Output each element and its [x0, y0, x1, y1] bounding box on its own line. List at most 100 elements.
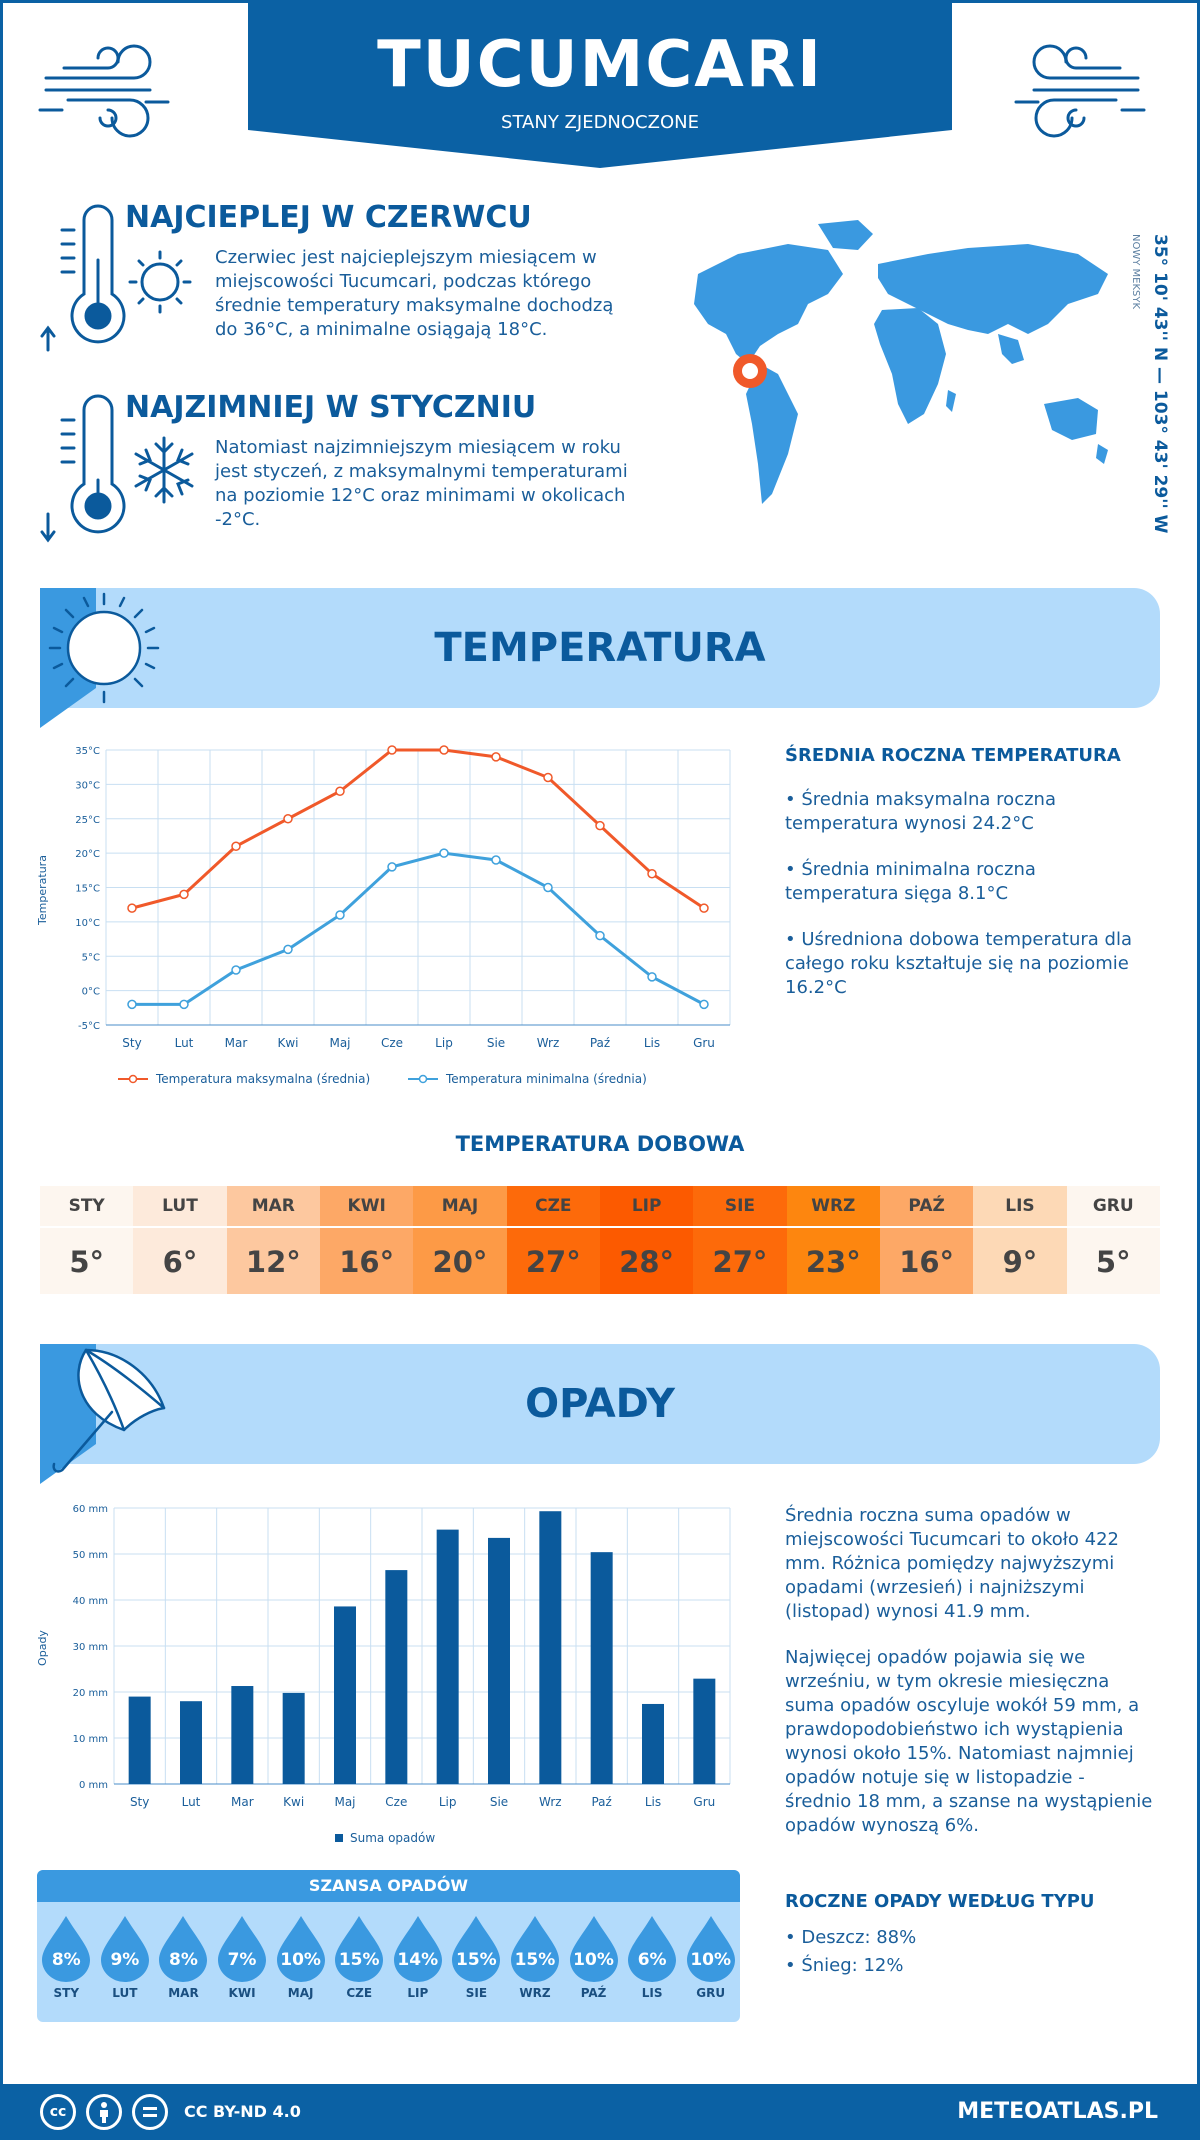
precipitation-bar [334, 1606, 356, 1784]
min-temperature-point [543, 882, 553, 893]
temperature-y-tick: 35°C [75, 746, 100, 757]
daily-temperature-value: 28° [599, 1226, 694, 1294]
daily-temperature-cell: STY 5° [40, 1186, 134, 1294]
precipitation-types: ROCZNE OPADY WEDŁUG TYPU • Deszcz: 88% •… [785, 1888, 1155, 1980]
daily-temperature-value: 6° [133, 1226, 227, 1294]
daily-temperature-cell: KWI 16° [319, 1186, 414, 1294]
temperature-x-tick: Sie [487, 1036, 505, 1050]
max-temperature-line [131, 748, 705, 910]
daily-temperature-value: 20° [413, 1226, 507, 1294]
temperature-chart: Temperatura -5°C 0°C 5°C 10°C 15°C 20°C 25°C 30… [36, 745, 731, 1086]
max-temperature-point [179, 889, 189, 900]
min-temperature-point [439, 848, 449, 858]
daily-temperature-cell: LIP 28° [599, 1186, 694, 1294]
precipitation-text-2: Najwięcej opadów pojawia się we wrześniu… [785, 1647, 1153, 1836]
daily-month-label: MAJ [441, 1196, 479, 1216]
rain-drop-icon: 14% LIP [389, 1914, 447, 2000]
temperature-y-tick: 25°C [75, 815, 100, 826]
min-temperature-point [595, 930, 605, 941]
max-temperature-point [699, 903, 709, 913]
precipitation-bar [693, 1678, 716, 1784]
thermometer-hot-icon [40, 204, 192, 352]
daily-month-label: KWI [347, 1196, 386, 1216]
chance-month-label: LUT [112, 1986, 138, 2000]
precipitation-x-tick: Sty [130, 1795, 149, 1809]
rain-drop-icon: 10% PAŹ [565, 1914, 623, 2000]
chance-month-label: PAŹ [580, 1986, 607, 2000]
chance-value: 10% [573, 1950, 614, 1970]
chance-month-label: MAJ [287, 1986, 314, 2000]
precipitation-legend: Suma opadów [335, 1831, 435, 1845]
precipitation-bar [488, 1537, 510, 1784]
precipitation-chart: Opady 0 mm 10 mm 20 mm 30 mm 40 mm 50 mm 60 mm… [36, 1504, 731, 1845]
daily-temperature-cell: MAR 12° [226, 1186, 320, 1294]
hottest-block: NAJCIEPLEJ W CZERWCU Czerwiec jest najci… [40, 200, 640, 360]
site-link[interactable]: METEOATLAS.PL [957, 2099, 1158, 2124]
precipitation-bar [539, 1511, 562, 1784]
daily-temperature-value: 27° [693, 1226, 787, 1294]
rain-drop-icon: 8% STY [37, 1914, 95, 2000]
chance-month-label: MAR [168, 1986, 199, 2000]
precipitation-x-tick: Gru [693, 1795, 715, 1809]
temperature-y-tick: 10°C [75, 918, 100, 929]
daily-month-label: LIP [631, 1196, 662, 1216]
chance-value: 10% [280, 1950, 321, 1970]
chance-value: 15% [338, 1950, 380, 1970]
precipitation-x-tick: Lut [182, 1795, 201, 1809]
rain-drop-icon: 6% LIS [623, 1914, 681, 2000]
min-temperature-point [283, 944, 293, 955]
precipitation-y-tick: 60 mm [73, 1504, 108, 1515]
min-temperature-point [127, 999, 137, 1010]
min-temperature-point [699, 999, 709, 1010]
chance-month-label: KWI [228, 1986, 256, 2000]
precipitation-y-tick: 0 mm [79, 1780, 108, 1791]
legend-max-label: Temperatura maksymalna (średnia) [155, 1072, 370, 1086]
temperature-section-bar: TEMPERATURA [40, 588, 1160, 728]
precipitation-bar [282, 1692, 305, 1784]
min-temperature-point [231, 965, 241, 975]
rain-drop-icon: 15% SIE [447, 1914, 505, 2000]
chance-month-label: LIP [407, 1986, 429, 2000]
temperature-x-tick: Wrz [537, 1036, 560, 1050]
chance-month-label: CZE [346, 1986, 373, 2000]
wind-icon [38, 44, 170, 138]
daily-temperature-value: 27° [506, 1226, 600, 1294]
precipitation-y-axis-label: Opady [36, 1630, 49, 1666]
attribution-icon [86, 2094, 122, 2130]
annual-max-text: • Średnia maksymalna roczna temperatura … [785, 789, 1056, 834]
min-temperature-line [132, 851, 705, 1006]
daily-month-label: STY [68, 1196, 105, 1216]
max-temperature-point [647, 869, 657, 879]
daily-temperature-cell: PAŹ 16° [879, 1186, 974, 1294]
daily-temperature-cell: LUT 6° [133, 1186, 227, 1294]
precipitation-y-tick: 40 mm [73, 1596, 108, 1607]
city-title: TUCUMCARI [377, 28, 823, 102]
daily-temperature-cell: CZE 27° [506, 1186, 600, 1294]
precipitation-x-tick: Mar [231, 1795, 254, 1809]
max-temperature-point [127, 903, 137, 913]
precipitation-x-tick: Lis [645, 1795, 661, 1809]
precipitation-bar [180, 1701, 202, 1784]
daily-month-label: CZE [535, 1196, 572, 1216]
max-temperature-point [335, 786, 345, 796]
precipitation-bar [128, 1696, 151, 1784]
daily-temperature-title: TEMPERATURA DOBOWA [455, 1132, 745, 1156]
annual-min-text: • Średnia minimalna roczna temperatura s… [785, 859, 1036, 904]
coordinates-text: 35° 10' 43'' N — 103° 43' 29'' W [1150, 234, 1170, 534]
chance-month-label: STY [53, 1986, 80, 2000]
temperature-x-tick: Mar [225, 1036, 248, 1050]
precipitation-y-tick: 10 mm [73, 1734, 108, 1745]
precipitation-text-1: Średnia roczna suma opadów w miejscowośc… [785, 1505, 1119, 1622]
rain-drop-icon: 9% LUT [96, 1914, 154, 2000]
chance-value: 6% [637, 1950, 667, 1970]
chance-value: 7% [227, 1950, 257, 1970]
temperature-x-tick: Gru [693, 1036, 715, 1050]
rain-drop-icon: 10% GRU [682, 1914, 740, 2000]
chance-month-label: LIS [641, 1986, 663, 2000]
temperature-x-tick: Sty [122, 1036, 141, 1050]
max-temperature-point [439, 745, 449, 755]
precipitation-bar [642, 1703, 664, 1784]
precipitation-x-tick: Wrz [539, 1795, 562, 1809]
precipitation-bar [436, 1529, 459, 1784]
daily-temperature-value: 9° [973, 1226, 1067, 1294]
